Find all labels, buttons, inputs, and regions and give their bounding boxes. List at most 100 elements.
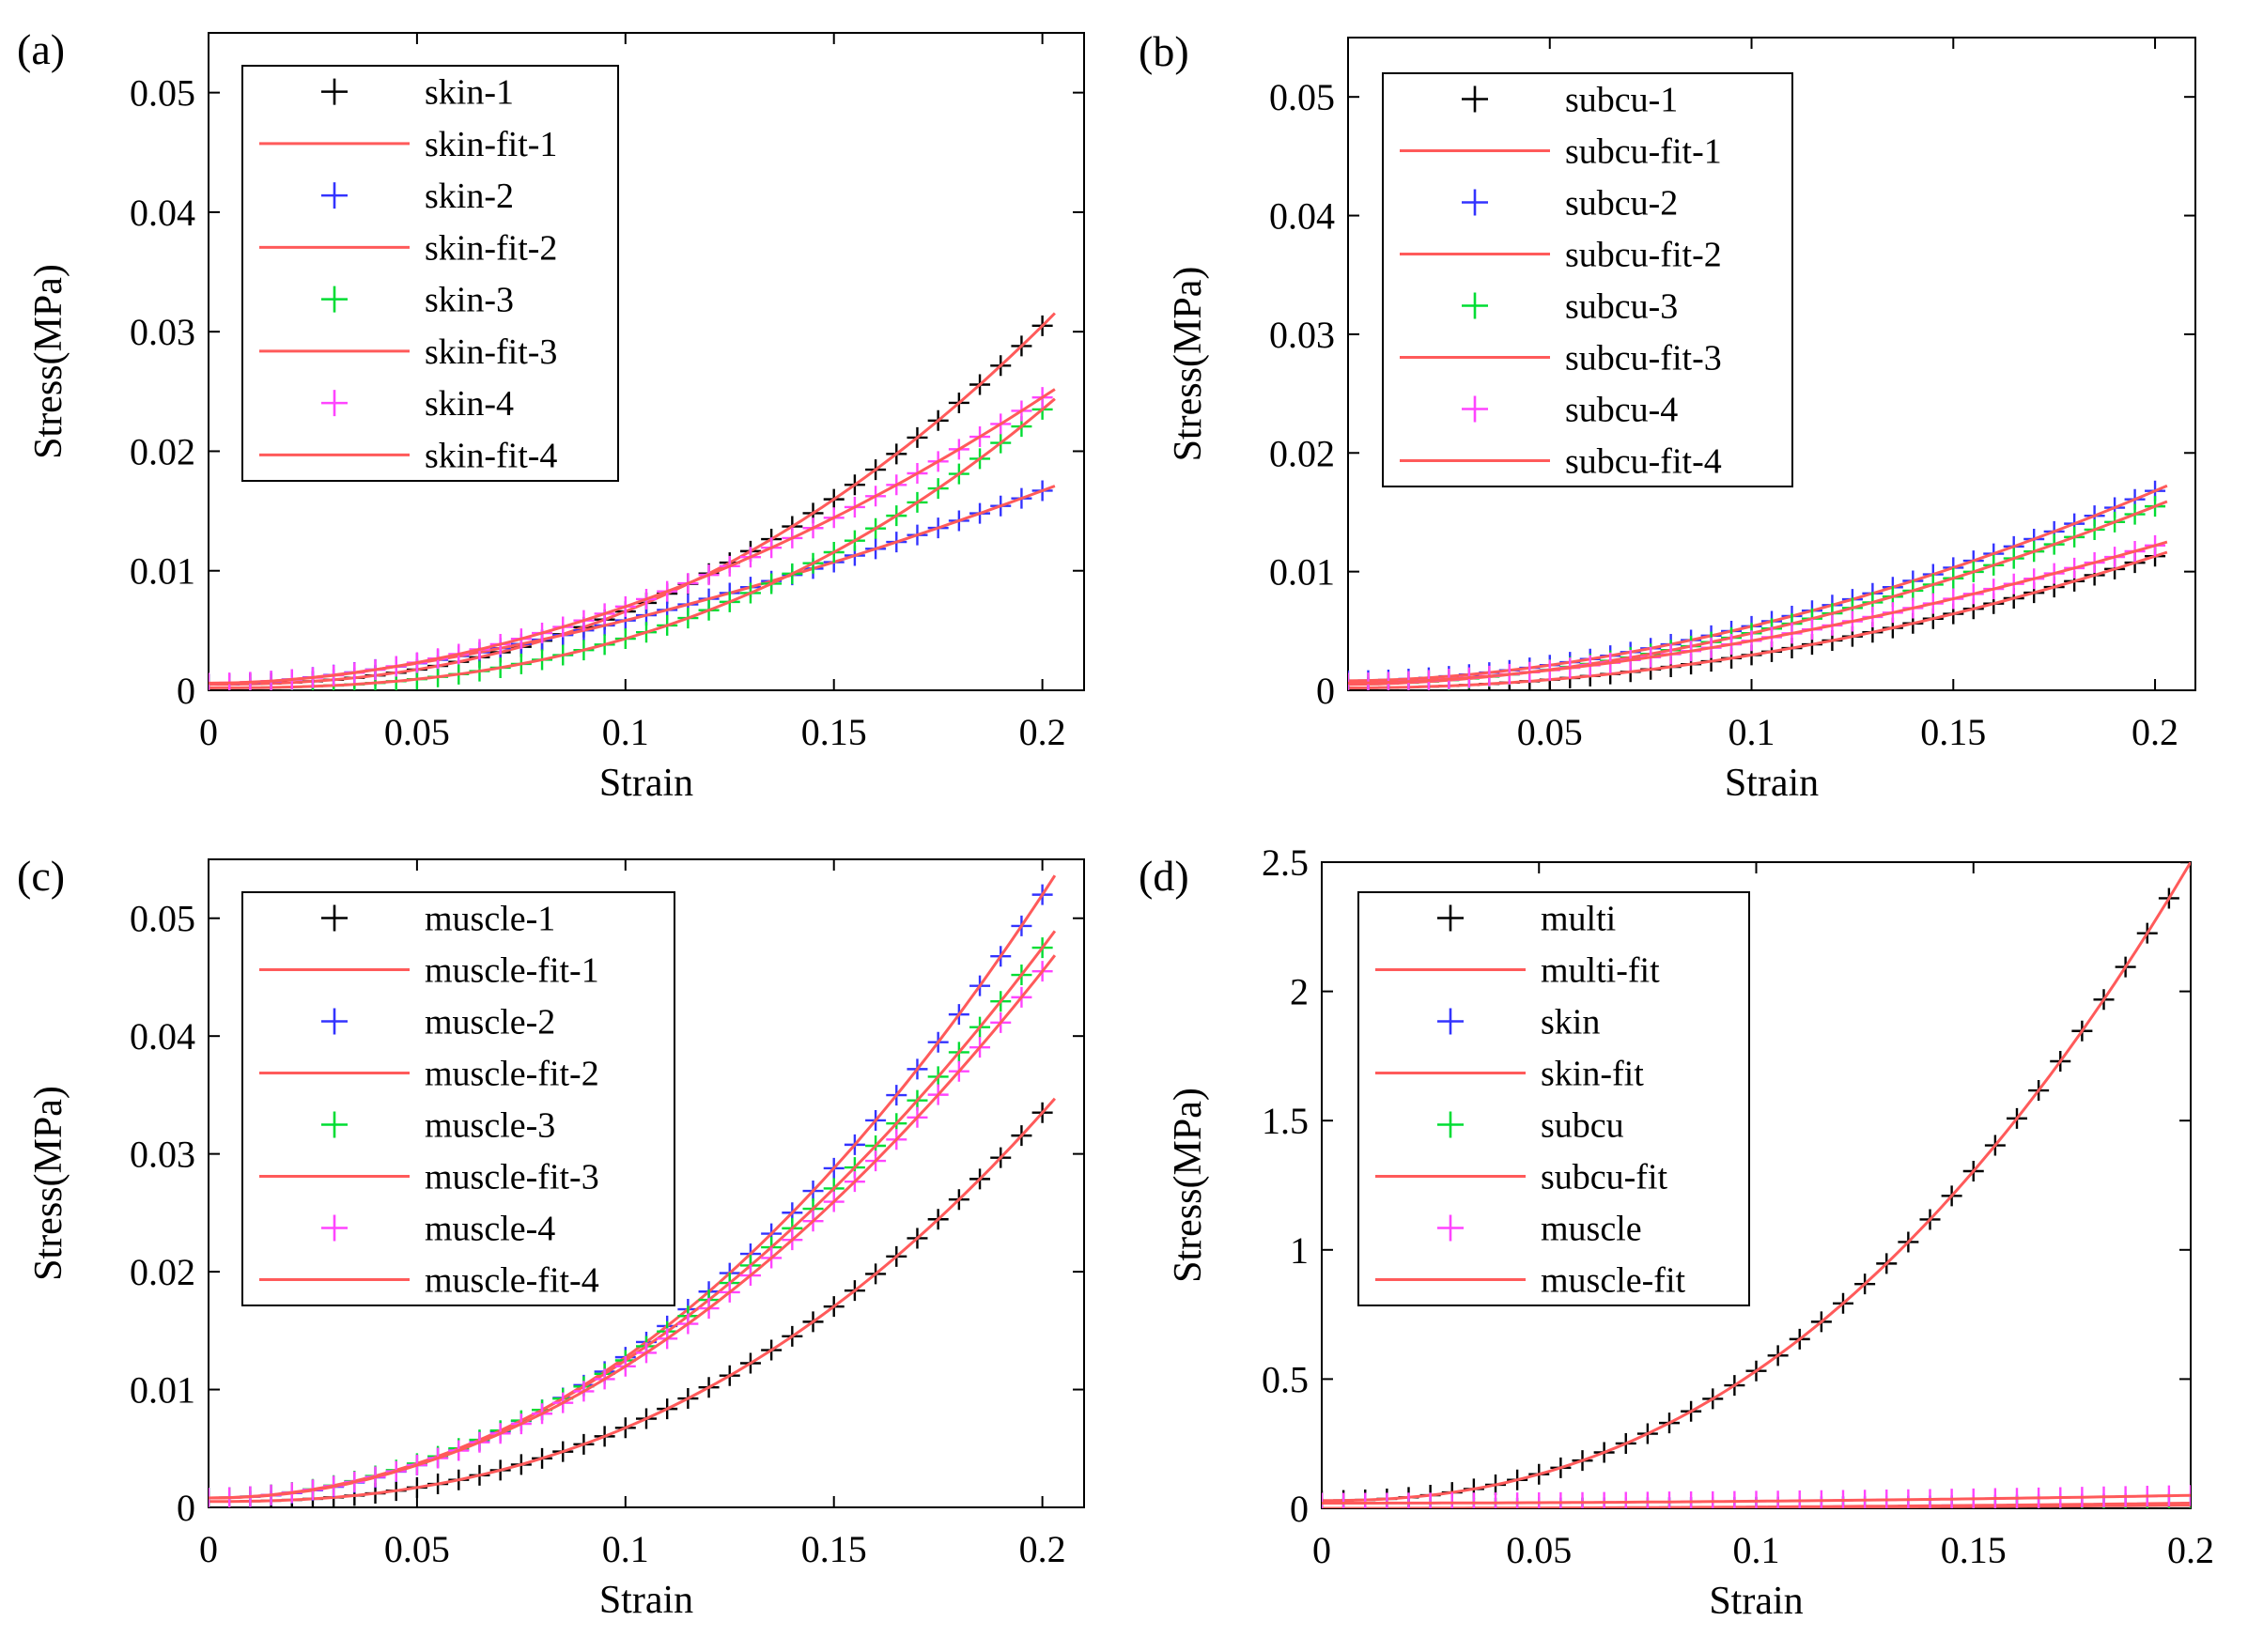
legend-label-skin-4: skin-4 bbox=[425, 384, 514, 424]
y-tick-label: 1.5 bbox=[1262, 1100, 1309, 1142]
legend-label-muscle-2: muscle-2 bbox=[425, 1003, 555, 1042]
y-tick-label: 2.5 bbox=[1262, 841, 1309, 884]
legend-label-muscle-3: muscle-3 bbox=[425, 1106, 555, 1146]
data-layer bbox=[209, 874, 1057, 1507]
legend-label-muscle-fit-2: muscle-fit-2 bbox=[425, 1055, 599, 1094]
legend-marker-subcu-2 bbox=[1462, 189, 1488, 216]
x-tick-label: 0 bbox=[1312, 1529, 1331, 1571]
legend-marker-muscle bbox=[1437, 1214, 1464, 1242]
fit-line-subcu-fit-4 bbox=[1348, 540, 2168, 685]
legend-marker-muscle-4 bbox=[321, 1214, 348, 1242]
panel-label: (a) bbox=[17, 25, 65, 73]
legend-label-muscle-4: muscle-4 bbox=[425, 1210, 555, 1249]
panel-a: 0 0.05 0.1 0.15 0.2 0 0.01 0.02 0.03 0.04 0.05 Stra… bbox=[17, 25, 1085, 805]
fit-line-muscle-fit bbox=[1322, 1493, 2191, 1505]
panel-label: (b) bbox=[1139, 27, 1189, 75]
x-tick-label: 0 bbox=[199, 711, 218, 753]
y-axis-label: Stress(MPa) bbox=[27, 1086, 70, 1281]
x-tick-label: 0.1 bbox=[602, 1528, 649, 1570]
legend-label-subcu-fit-2: subcu-fit-2 bbox=[1565, 236, 1722, 275]
legend-label-skin-fit-1: skin-fit-1 bbox=[425, 125, 557, 164]
fit-line-skin-fit-1 bbox=[209, 312, 1056, 687]
legend-label-skin: skin bbox=[1541, 1003, 1600, 1042]
legend-box bbox=[1357, 891, 1750, 1306]
y-tick-label: 0.03 bbox=[130, 1134, 195, 1176]
legend-label-subcu-fit-4: subcu-fit-4 bbox=[1565, 442, 1722, 482]
x-tick-label: 0.05 bbox=[1506, 1529, 1572, 1571]
y-tick-label: 0.5 bbox=[1262, 1358, 1309, 1400]
x-tick-label: 0.1 bbox=[602, 711, 649, 753]
fit-line-skin-fit-3 bbox=[209, 397, 1056, 689]
y-tick-label: 0 bbox=[177, 670, 195, 712]
legend-label-multi-fit: multi-fit bbox=[1541, 951, 1660, 991]
y-axis-label: Stress(MPa) bbox=[1167, 1088, 1210, 1283]
x-tick-label: 0.15 bbox=[1941, 1529, 2007, 1571]
legend-marker-subcu-3 bbox=[1462, 292, 1488, 319]
y-axis-label: Stress(MPa) bbox=[27, 264, 70, 459]
y-tick-label: 0.05 bbox=[130, 898, 195, 940]
legend-label-skin-fit-3: skin-fit-3 bbox=[425, 332, 557, 372]
data-layer bbox=[1348, 480, 2168, 690]
x-tick-label: 0 bbox=[199, 1528, 218, 1570]
x-tick-label: 0.05 bbox=[1517, 711, 1583, 753]
legend-marker-skin-4 bbox=[321, 390, 348, 417]
x-tick-label: 0.1 bbox=[1729, 711, 1775, 753]
fit-line-muscle-fit-1 bbox=[209, 1097, 1057, 1504]
x-tick-label: 0.15 bbox=[801, 711, 867, 753]
legend-label-skin-3: skin-3 bbox=[425, 281, 514, 320]
legend-marker-subcu bbox=[1437, 1111, 1464, 1138]
legend-label-subcu-2: subcu-2 bbox=[1565, 184, 1678, 224]
panel-c: 0 0.05 0.1 0.15 0.2 0 0.01 0.02 0.03 0.04 0.05 Stra… bbox=[17, 852, 1085, 1622]
x-axis-label: Strain bbox=[599, 762, 693, 805]
x-axis-label: Strain bbox=[599, 1579, 693, 1622]
legend-marker-muscle-1 bbox=[321, 904, 348, 932]
legend-label-skin-fit-2: skin-fit-2 bbox=[425, 228, 557, 268]
legend-label-subcu-3: subcu-3 bbox=[1565, 287, 1678, 327]
legend-label-subcu-fit: subcu-fit bbox=[1541, 1158, 1668, 1197]
legend-marker-skin bbox=[1437, 1008, 1464, 1035]
fit-line-muscle-fit-4 bbox=[209, 954, 1057, 1500]
y-tick-label: 1 bbox=[1290, 1229, 1309, 1272]
legend-label-muscle-fit-4: muscle-fit-4 bbox=[425, 1261, 599, 1301]
legend-label-subcu: subcu bbox=[1541, 1106, 1624, 1146]
legend-label-muscle-1: muscle-1 bbox=[425, 900, 555, 939]
x-tick-label: 0.15 bbox=[1920, 711, 1986, 753]
data-layer bbox=[1322, 862, 2191, 1508]
y-tick-label: 0.03 bbox=[1269, 314, 1335, 356]
legend-label-subcu-fit-1: subcu-fit-1 bbox=[1565, 132, 1722, 172]
x-tick-label: 0.2 bbox=[2132, 711, 2178, 753]
x-tick-label: 0.15 bbox=[801, 1528, 867, 1570]
x-tick-label: 0.05 bbox=[384, 1528, 450, 1570]
legend-label-subcu-1: subcu-1 bbox=[1565, 81, 1678, 120]
legend-marker-skin-1 bbox=[321, 78, 348, 105]
y-tick-label: 0.04 bbox=[130, 192, 195, 234]
legend-label-skin-fit: skin-fit bbox=[1541, 1055, 1644, 1094]
panel-d: 0 0.05 0.1 0.15 0.2 0 0.5 1 1.5 2 2.5 Strain Stress(… bbox=[1139, 841, 2214, 1623]
legend-label-skin-2: skin-2 bbox=[425, 177, 514, 216]
fit-line-multi-fit bbox=[1322, 862, 2191, 1503]
legend-label-skin-1: skin-1 bbox=[425, 73, 514, 113]
y-tick-label: 0.02 bbox=[130, 1251, 195, 1293]
y-tick-label: 0 bbox=[1316, 670, 1335, 712]
legend-label-muscle-fit-3: muscle-fit-3 bbox=[425, 1158, 599, 1197]
x-tick-label: 0.2 bbox=[1019, 1528, 1066, 1570]
legend-label-subcu-fit-3: subcu-fit-3 bbox=[1565, 339, 1722, 378]
legend-marker-skin-2 bbox=[321, 182, 348, 209]
legend-box bbox=[241, 891, 675, 1306]
legend-box bbox=[1382, 72, 1793, 487]
legend-marker-skin-3 bbox=[321, 286, 348, 313]
legend-label-muscle-fit-1: muscle-fit-1 bbox=[425, 951, 599, 991]
fit-line-skin-fit-4 bbox=[209, 388, 1056, 685]
data-layer bbox=[209, 312, 1056, 690]
y-tick-label: 0.05 bbox=[130, 72, 195, 115]
panel-label: (d) bbox=[1139, 852, 1189, 900]
fit-line-subcu-fit-2 bbox=[1348, 484, 2168, 683]
legend-marker-multi bbox=[1437, 904, 1464, 932]
legend-label-skin-fit-4: skin-fit-4 bbox=[425, 436, 557, 475]
panel-label: (c) bbox=[17, 852, 65, 900]
legend-marker-muscle-3 bbox=[321, 1111, 348, 1138]
y-tick-label: 0.02 bbox=[1269, 432, 1335, 474]
x-axis-label: Strain bbox=[1709, 1580, 1803, 1623]
legend-label-subcu-4: subcu-4 bbox=[1565, 391, 1678, 430]
